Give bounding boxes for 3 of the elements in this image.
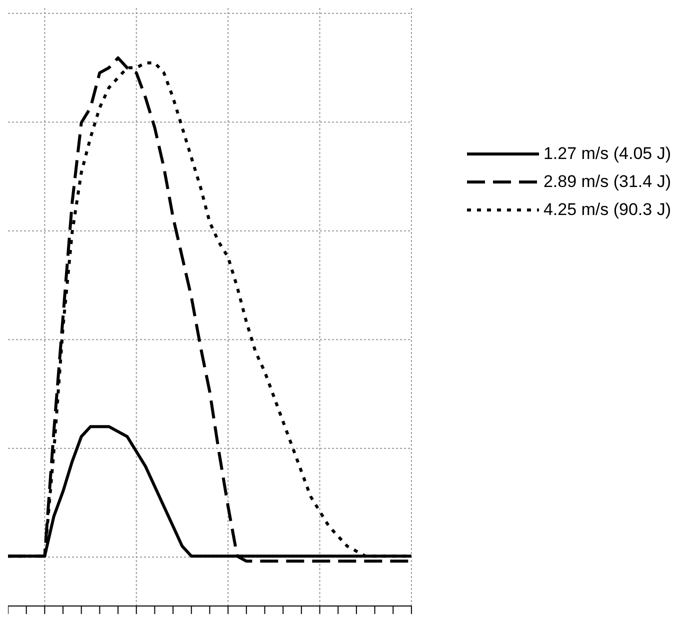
legend-label: 4.25 m/s (90.3 J) [543,200,671,220]
legend-label: 2.89 m/s (31.4 J) [543,172,671,192]
legend-label: 1.27 m/s (4.05 J) [543,144,671,164]
